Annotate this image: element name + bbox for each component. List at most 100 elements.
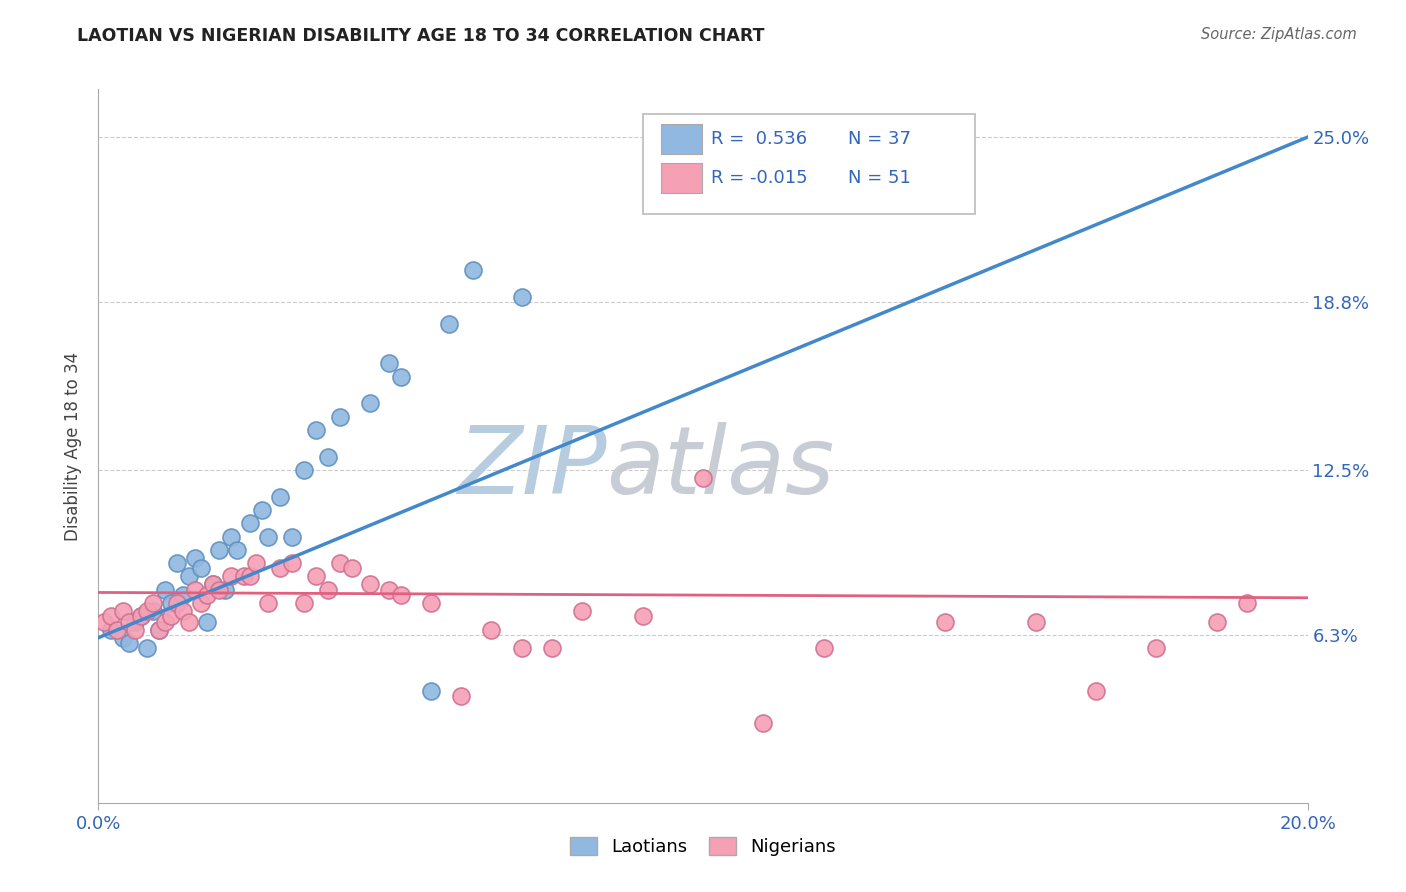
Point xyxy=(179,615,201,629)
Point xyxy=(239,569,262,583)
Point xyxy=(111,631,134,645)
Point xyxy=(129,609,152,624)
Point xyxy=(221,569,243,583)
Point xyxy=(305,423,328,437)
Point xyxy=(118,615,141,629)
Text: Source: ZipAtlas.com: Source: ZipAtlas.com xyxy=(1201,27,1357,42)
Point xyxy=(142,604,165,618)
Point xyxy=(111,604,134,618)
Point xyxy=(135,604,157,618)
Point xyxy=(360,396,382,410)
Point xyxy=(160,609,183,624)
Point xyxy=(190,596,212,610)
Point xyxy=(250,503,273,517)
Point xyxy=(377,582,399,597)
Point xyxy=(316,450,339,464)
Point xyxy=(510,290,533,304)
Point xyxy=(269,490,291,504)
Point xyxy=(1236,596,1258,610)
Text: N = 37: N = 37 xyxy=(848,130,911,148)
Point xyxy=(292,596,315,610)
Point xyxy=(208,542,231,557)
Point xyxy=(437,317,460,331)
Point xyxy=(129,609,152,624)
Point xyxy=(172,604,194,618)
Point xyxy=(153,615,176,629)
Point xyxy=(93,615,115,629)
Point xyxy=(377,356,399,370)
Legend: Laotians, Nigerians: Laotians, Nigerians xyxy=(561,828,845,865)
Point xyxy=(571,604,593,618)
Point xyxy=(190,561,212,575)
Point xyxy=(195,588,218,602)
Point xyxy=(256,529,278,543)
Point xyxy=(226,542,249,557)
Text: N = 51: N = 51 xyxy=(848,169,911,187)
Point xyxy=(813,641,835,656)
Point xyxy=(148,623,170,637)
Point xyxy=(118,636,141,650)
Point xyxy=(269,561,291,575)
Point xyxy=(202,577,225,591)
Text: atlas: atlas xyxy=(606,422,835,513)
Point xyxy=(316,582,339,597)
Point xyxy=(208,582,231,597)
Point xyxy=(100,623,122,637)
Point xyxy=(184,582,207,597)
Point xyxy=(420,596,443,610)
FancyBboxPatch shape xyxy=(661,124,702,154)
Point xyxy=(202,577,225,591)
Point xyxy=(148,623,170,637)
Point xyxy=(256,596,278,610)
Point xyxy=(540,641,562,656)
Point xyxy=(184,550,207,565)
Point xyxy=(135,641,157,656)
Point xyxy=(463,263,485,277)
Point xyxy=(389,369,412,384)
Point xyxy=(1085,684,1108,698)
Point xyxy=(166,556,188,570)
Text: R =  0.536: R = 0.536 xyxy=(711,130,807,148)
Point xyxy=(934,615,956,629)
Point xyxy=(100,609,122,624)
Point xyxy=(245,556,267,570)
Point xyxy=(124,615,146,629)
Point xyxy=(692,471,714,485)
Point xyxy=(305,569,328,583)
Point xyxy=(481,623,503,637)
Point xyxy=(172,588,194,602)
FancyBboxPatch shape xyxy=(661,163,702,194)
Point xyxy=(195,615,218,629)
Point xyxy=(179,569,201,583)
Point xyxy=(450,690,472,704)
Point xyxy=(281,529,304,543)
Point xyxy=(281,556,304,570)
Point xyxy=(292,463,315,477)
Point xyxy=(105,623,128,637)
Point xyxy=(420,684,443,698)
Point xyxy=(1144,641,1167,656)
Point xyxy=(166,596,188,610)
Point xyxy=(153,582,176,597)
Point xyxy=(329,409,352,424)
Text: LAOTIAN VS NIGERIAN DISABILITY AGE 18 TO 34 CORRELATION CHART: LAOTIAN VS NIGERIAN DISABILITY AGE 18 TO… xyxy=(77,27,765,45)
Point xyxy=(160,596,183,610)
Point xyxy=(631,609,654,624)
Text: ZIP: ZIP xyxy=(457,422,606,513)
Point xyxy=(232,569,254,583)
Point xyxy=(752,715,775,730)
Text: R = -0.015: R = -0.015 xyxy=(711,169,808,187)
Point xyxy=(1024,615,1046,629)
Point xyxy=(239,516,262,531)
Y-axis label: Disability Age 18 to 34: Disability Age 18 to 34 xyxy=(65,351,83,541)
Point xyxy=(124,623,146,637)
Point xyxy=(1206,615,1229,629)
Point xyxy=(510,641,533,656)
Point xyxy=(142,596,165,610)
Point xyxy=(389,588,412,602)
Point xyxy=(214,582,236,597)
Point xyxy=(342,561,364,575)
Point xyxy=(221,529,243,543)
Point xyxy=(360,577,382,591)
FancyBboxPatch shape xyxy=(643,114,976,214)
